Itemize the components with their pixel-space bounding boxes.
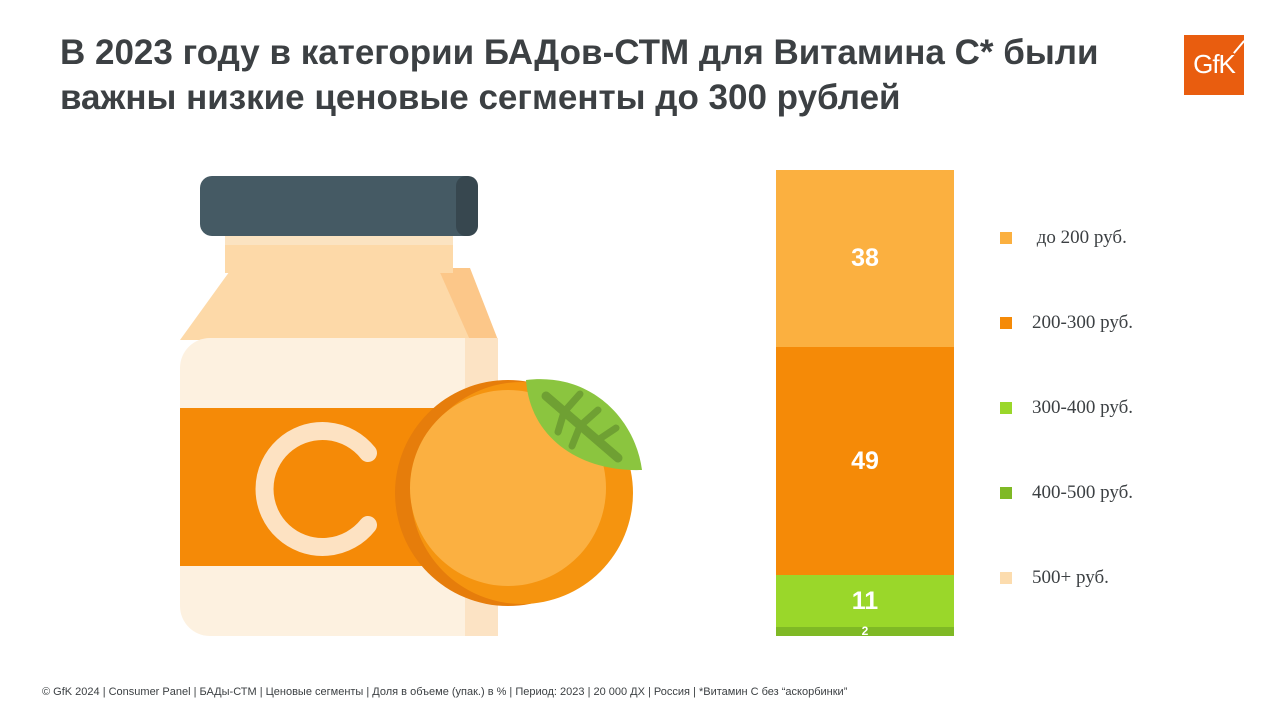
- leaf-icon: [526, 379, 642, 471]
- legend-item: 200-300 руб.: [1000, 305, 1133, 341]
- bar-data-label: 49: [851, 446, 879, 475]
- bar-segment: 2: [776, 624, 954, 639]
- legend-label: 200-300 руб.: [1032, 312, 1133, 333]
- legend-item: 300-400 руб.: [1000, 390, 1133, 426]
- legend-label: до 200 руб.: [1032, 227, 1127, 248]
- legend-swatch: [1000, 402, 1012, 414]
- vitamin-c-letter-icon: [255, 422, 377, 556]
- bar-segment: 49: [776, 347, 954, 576]
- legend-label: 400-500 руб.: [1032, 482, 1133, 503]
- legend-swatch: [1000, 487, 1012, 499]
- legend-swatch: [1000, 572, 1012, 584]
- bar-segment: 38: [776, 170, 954, 348]
- legend-item: 400-500 руб.: [1000, 475, 1133, 511]
- legend-item: 500+ руб.: [1000, 560, 1109, 596]
- bar-segment: 11: [776, 575, 954, 627]
- bar-data-label: 11: [851, 586, 879, 615]
- bar-data-label: 38: [851, 244, 879, 273]
- legend-swatch: [1000, 232, 1012, 244]
- stacked-bar-chart: 38 49 11 2: [776, 170, 954, 639]
- page-title: В 2023 году в категории БАДов-СТМ для Ви…: [60, 33, 1099, 117]
- gfk-logo: GfK: [1184, 35, 1245, 95]
- gfk-logo-text: GfK: [1193, 49, 1236, 79]
- legend-label: 300-400 руб.: [1032, 397, 1133, 418]
- legend-label: 500+ руб.: [1032, 567, 1109, 588]
- legend-swatch: [1000, 317, 1012, 329]
- bar-data-label: 2: [861, 624, 869, 639]
- vitamin-c-jar-illustration: [180, 176, 642, 636]
- legend-item: до 200 руб.: [1000, 220, 1127, 256]
- footer-source-note: © GfK 2024 | Consumer Panel | БАДы-СТМ |…: [42, 686, 848, 698]
